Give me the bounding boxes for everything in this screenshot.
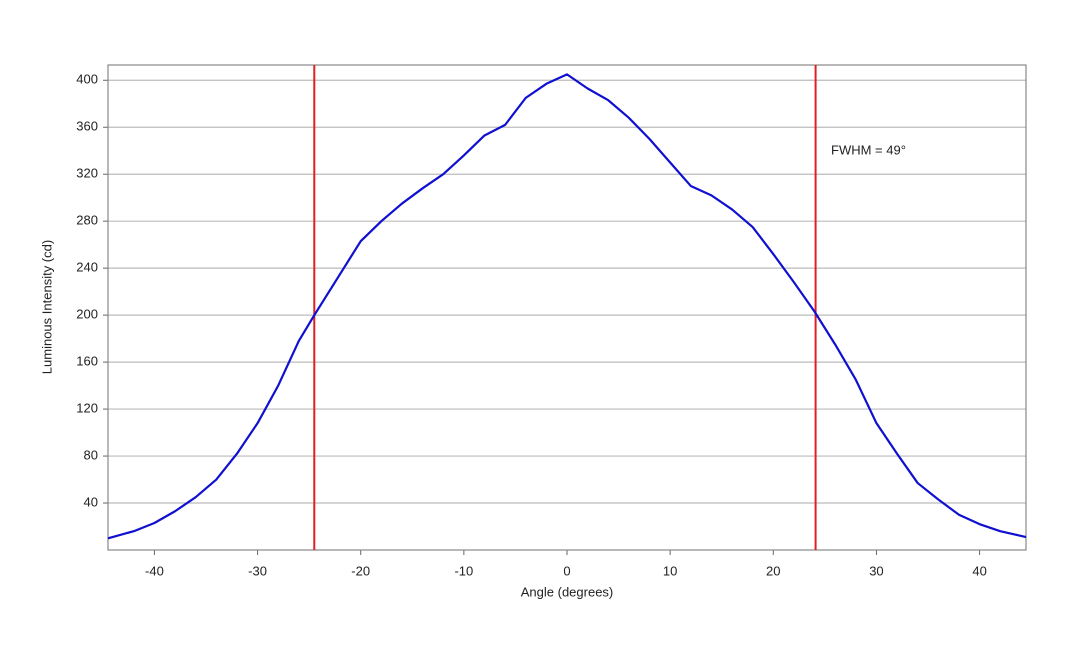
y-tick-label: 160 [76,354,98,369]
y-tick-label: 200 [76,307,98,322]
annotation: FWHM = 49° [831,142,906,157]
y-tick-label: 280 [76,213,98,228]
x-tick-label: 40 [972,563,986,578]
y-axis-label: Luminous Intensity (cd) [39,240,54,374]
y-tick-label: 80 [84,447,98,462]
x-tick-label: 10 [663,563,677,578]
y-tick-label: 360 [76,119,98,134]
x-tick-label: 20 [766,563,780,578]
x-tick-label: -30 [248,563,267,578]
x-tick-label: -20 [351,563,370,578]
y-tick-label: 320 [76,166,98,181]
x-tick-label: -10 [454,563,473,578]
y-tick-label: 240 [76,260,98,275]
plot-frame [107,64,1027,551]
y-tick-label: 40 [84,494,98,509]
series-line [107,73,1027,540]
x-axis-label: Angle (degrees) [521,584,614,599]
y-tick-label: 400 [76,72,98,87]
y-tick-label: 120 [76,401,98,416]
x-tick-label: 0 [563,563,570,578]
x-tick-label: -40 [145,563,164,578]
x-tick-label: 30 [869,563,883,578]
